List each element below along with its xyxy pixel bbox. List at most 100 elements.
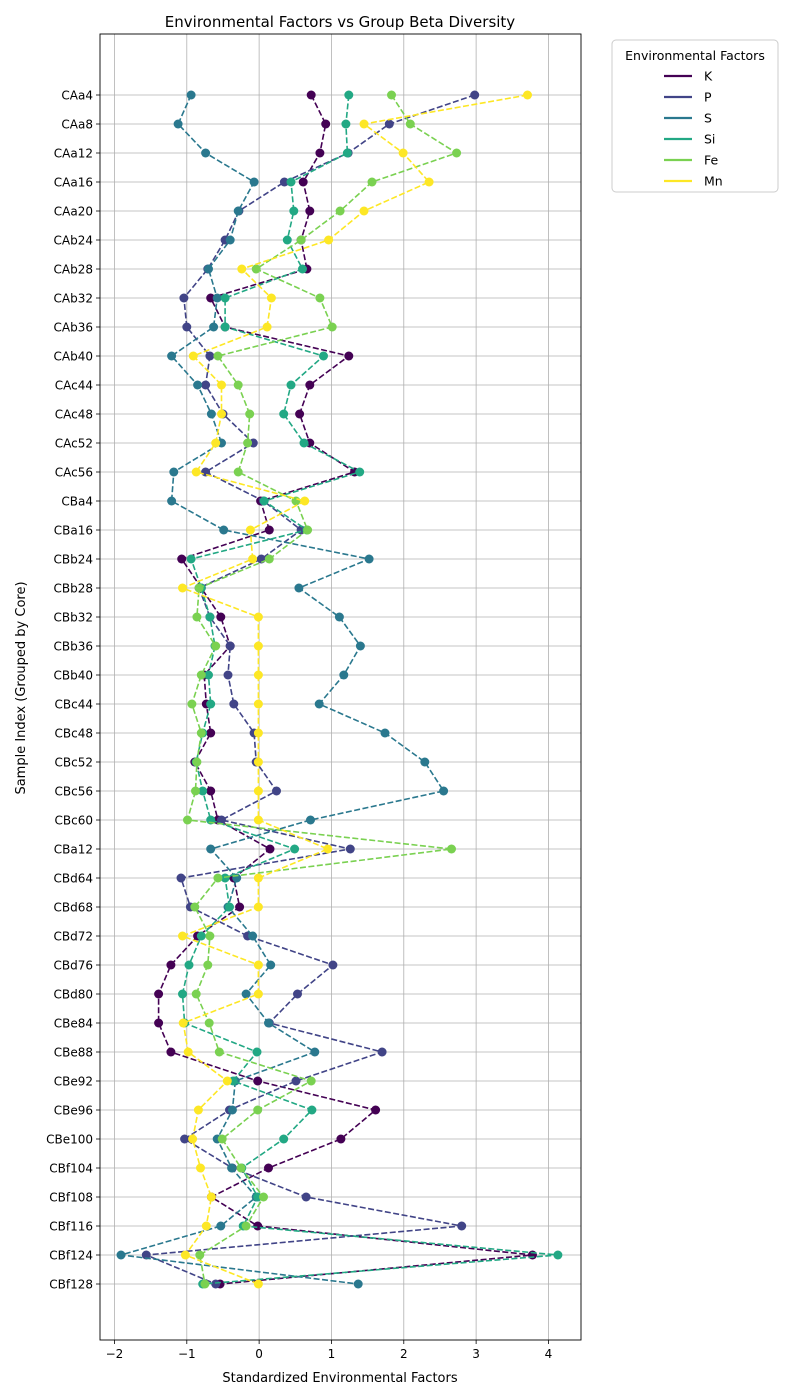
data-point [180, 1134, 190, 1144]
data-point [196, 931, 206, 941]
data-point [371, 1105, 381, 1115]
data-point [225, 235, 235, 245]
x-axis-ticks: −2 −1 0 1 2 3 4 [106, 1340, 553, 1361]
data-point [214, 1047, 224, 1057]
data-point [253, 873, 263, 883]
data-point [236, 1163, 246, 1173]
data-point [335, 206, 345, 216]
data-point [187, 699, 197, 709]
data-point [253, 757, 263, 767]
data-point [305, 206, 315, 216]
x-tick-label: −2 [106, 1347, 124, 1361]
data-point [216, 1221, 226, 1231]
x-tick-label: 2 [400, 1347, 408, 1361]
data-point [253, 815, 263, 825]
data-point [205, 931, 215, 941]
y-tick-label: CBc56 [55, 785, 93, 799]
data-point [206, 409, 216, 419]
y-tick-label: CBe92 [54, 1075, 93, 1089]
data-point [201, 380, 211, 390]
data-point [186, 554, 196, 564]
data-point [253, 699, 263, 709]
data-point [387, 90, 396, 100]
data-point [295, 409, 305, 419]
data-point [237, 264, 247, 274]
data-point [342, 148, 352, 158]
data-point [251, 264, 261, 274]
y-tick-label: CBc52 [55, 756, 93, 770]
y-tick-label: CBa12 [54, 843, 93, 857]
legend-label: K [704, 69, 713, 84]
data-point [205, 612, 215, 622]
series-mn [178, 90, 532, 1289]
data-point [301, 1192, 311, 1202]
data-point [245, 409, 255, 419]
data-point [300, 496, 310, 506]
data-point [303, 525, 313, 535]
data-point [166, 1047, 176, 1057]
data-point [178, 931, 187, 941]
y-tick-label: CBb40 [54, 669, 94, 683]
data-point [173, 119, 183, 129]
data-point [178, 1018, 188, 1028]
data-point [253, 641, 263, 651]
data-point [264, 525, 274, 535]
data-point [336, 1134, 346, 1144]
data-point [367, 177, 377, 187]
data-point [294, 583, 304, 593]
data-point [177, 554, 187, 564]
data-point [252, 1047, 262, 1057]
data-point [212, 293, 222, 303]
data-point [286, 380, 296, 390]
y-tick-label: CBd68 [54, 901, 94, 915]
data-point [166, 960, 176, 970]
x-tick-label: 4 [545, 1347, 553, 1361]
data-point [220, 873, 230, 883]
data-point [220, 293, 230, 303]
data-point [191, 989, 201, 999]
data-point [355, 641, 365, 651]
data-point [222, 1076, 232, 1086]
chart-title: Environmental Factors vs Group Beta Dive… [165, 13, 516, 31]
data-point [291, 1076, 301, 1086]
data-point [191, 467, 201, 477]
data-point [279, 1134, 289, 1144]
series-fe [183, 90, 462, 1289]
data-point [424, 177, 434, 187]
data-point [206, 1192, 216, 1202]
x-tick-label: −1 [178, 1347, 196, 1361]
data-point [248, 554, 258, 564]
data-point [206, 293, 216, 303]
data-point [206, 786, 216, 796]
data-point [315, 293, 325, 303]
data-point [249, 177, 259, 187]
series-layer [116, 90, 563, 1289]
data-point [253, 960, 263, 970]
data-point [405, 119, 415, 129]
data-point [188, 351, 198, 361]
data-point [225, 641, 235, 651]
data-point [279, 177, 289, 187]
data-point [377, 1047, 387, 1057]
data-point [206, 844, 216, 854]
data-point [266, 960, 276, 970]
data-point [184, 960, 194, 970]
y-tick-label: CAc52 [55, 437, 93, 451]
data-point [265, 844, 275, 854]
data-point [253, 902, 263, 912]
data-point [206, 699, 216, 709]
data-point [195, 1250, 205, 1260]
y-tick-label: CAb36 [54, 321, 93, 335]
data-point [180, 1250, 190, 1260]
data-point [201, 148, 211, 158]
series-si [178, 90, 563, 1289]
data-point [233, 467, 243, 477]
data-point [310, 1047, 320, 1057]
data-point [211, 641, 221, 651]
data-point [203, 960, 213, 970]
x-tick-label: 1 [328, 1347, 336, 1361]
data-point [154, 1018, 164, 1028]
data-point [353, 1279, 363, 1289]
data-point [253, 1105, 263, 1115]
data-point [253, 728, 263, 738]
